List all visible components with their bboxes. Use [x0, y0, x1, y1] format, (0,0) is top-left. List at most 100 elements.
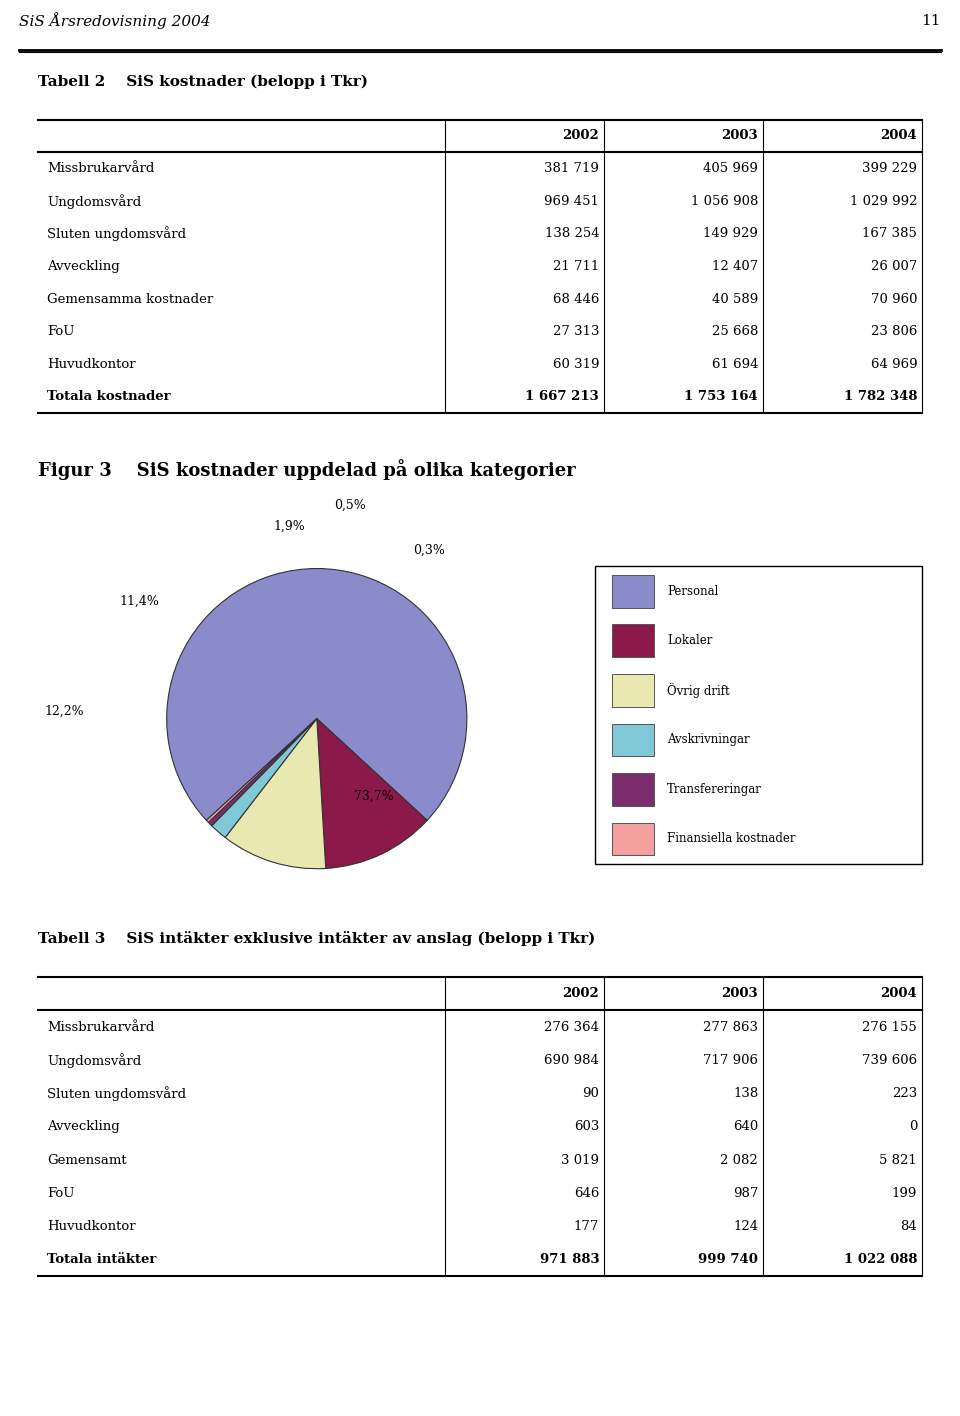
Text: 381 719: 381 719 [544, 161, 599, 176]
Text: 138 254: 138 254 [544, 228, 599, 241]
Text: 1 056 908: 1 056 908 [691, 194, 758, 208]
Text: 1 782 348: 1 782 348 [844, 391, 917, 404]
Text: 1 022 088: 1 022 088 [844, 1253, 917, 1266]
Text: 64 969: 64 969 [871, 358, 917, 371]
Text: 717 906: 717 906 [704, 1054, 758, 1066]
Text: 40 589: 40 589 [712, 293, 758, 306]
Text: Huvudkontor: Huvudkontor [47, 358, 136, 371]
Text: 12,2%: 12,2% [44, 705, 84, 718]
Text: 276 364: 276 364 [544, 1021, 599, 1034]
Bar [612, 823, 654, 855]
Text: 646: 646 [574, 1187, 599, 1199]
Text: 199: 199 [892, 1187, 917, 1199]
Bar [612, 674, 654, 707]
Text: 405 969: 405 969 [704, 161, 758, 176]
Text: 70 960: 70 960 [871, 293, 917, 306]
Text: 2004: 2004 [880, 987, 917, 1000]
Text: 2002: 2002 [563, 987, 599, 1000]
Text: Missbrukarvård: Missbrukarvård [47, 1021, 155, 1034]
Text: 68 446: 68 446 [553, 293, 599, 306]
Text: Totala kostnader: Totala kostnader [47, 391, 171, 404]
Text: 0: 0 [909, 1120, 917, 1133]
Wedge shape [208, 719, 317, 826]
Bar [612, 624, 654, 657]
Text: SiS Årsredovisning 2004: SiS Årsredovisning 2004 [19, 13, 211, 30]
Text: Gemensamt: Gemensamt [47, 1154, 127, 1167]
Text: 177: 177 [574, 1221, 599, 1233]
Text: 149 929: 149 929 [704, 228, 758, 241]
Text: 971 883: 971 883 [540, 1253, 599, 1266]
Text: Ungdomsvård: Ungdomsvård [47, 194, 141, 208]
Text: Totala intäkter: Totala intäkter [47, 1253, 156, 1266]
Text: 61 694: 61 694 [711, 358, 758, 371]
Text: 1 753 164: 1 753 164 [684, 391, 758, 404]
Text: 2004: 2004 [880, 129, 917, 143]
Wedge shape [317, 719, 427, 868]
Wedge shape [206, 719, 317, 823]
Text: FoU: FoU [47, 1187, 75, 1199]
Text: Personal: Personal [667, 585, 718, 598]
Wedge shape [167, 568, 467, 820]
Text: 1 667 213: 1 667 213 [525, 391, 599, 404]
Text: Avskrivningar: Avskrivningar [667, 733, 750, 746]
Text: Avveckling: Avveckling [47, 261, 120, 273]
Text: Gemensamma kostnader: Gemensamma kostnader [47, 293, 213, 306]
Text: Tabell 3    SiS intäkter exklusive intäkter av anslag (belopp i Tkr): Tabell 3 SiS intäkter exklusive intäkter… [38, 932, 596, 946]
Text: 2 082: 2 082 [720, 1154, 758, 1167]
Text: 90: 90 [583, 1087, 599, 1100]
Text: 12 407: 12 407 [712, 261, 758, 273]
Text: Figur 3    SiS kostnader uppdelad på olika kategorier: Figur 3 SiS kostnader uppdelad på olika … [38, 459, 576, 480]
Text: 2003: 2003 [722, 987, 758, 1000]
Text: 84: 84 [900, 1221, 917, 1233]
Text: 11,4%: 11,4% [119, 595, 159, 607]
Text: Lokaler: Lokaler [667, 634, 712, 647]
Text: 25 668: 25 668 [711, 326, 758, 338]
Bar [612, 724, 654, 756]
Text: 399 229: 399 229 [862, 161, 917, 176]
FancyBboxPatch shape [595, 566, 922, 864]
Text: 640: 640 [732, 1120, 758, 1133]
Text: 60 319: 60 319 [553, 358, 599, 371]
Text: 739 606: 739 606 [862, 1054, 917, 1066]
Text: 167 385: 167 385 [862, 228, 917, 241]
Text: Missbrukarvård: Missbrukarvård [47, 161, 155, 176]
Text: 0,5%: 0,5% [334, 498, 366, 513]
Text: Finansiella kostnader: Finansiella kostnader [667, 833, 796, 845]
Text: Tabell 2    SiS kostnader (belopp i Tkr): Tabell 2 SiS kostnader (belopp i Tkr) [38, 75, 369, 89]
Text: 987: 987 [732, 1187, 758, 1199]
Text: 138: 138 [732, 1087, 758, 1100]
Text: 23 806: 23 806 [871, 326, 917, 338]
Text: 21 711: 21 711 [553, 261, 599, 273]
Text: Övrig drift: Övrig drift [667, 683, 730, 698]
Text: Avveckling: Avveckling [47, 1120, 120, 1133]
Wedge shape [226, 719, 325, 868]
Text: Huvudkontor: Huvudkontor [47, 1221, 136, 1233]
Text: Sluten ungdomsvård: Sluten ungdomsvård [47, 227, 186, 241]
Text: 277 863: 277 863 [704, 1021, 758, 1034]
Text: 3 019: 3 019 [562, 1154, 599, 1167]
Text: 11: 11 [922, 14, 941, 28]
Bar [612, 575, 654, 607]
Text: 1,9%: 1,9% [274, 520, 305, 532]
Text: 2002: 2002 [563, 129, 599, 143]
Text: Transfereringar: Transfereringar [667, 783, 762, 796]
Text: 969 451: 969 451 [544, 194, 599, 208]
Wedge shape [211, 719, 317, 837]
Text: Ungdomsvård: Ungdomsvård [47, 1054, 141, 1068]
Text: 276 155: 276 155 [862, 1021, 917, 1034]
Text: 27 313: 27 313 [553, 326, 599, 338]
Text: 603: 603 [574, 1120, 599, 1133]
Text: Sluten ungdomsvård: Sluten ungdomsvård [47, 1086, 186, 1102]
Text: 124: 124 [733, 1221, 758, 1233]
Text: FoU: FoU [47, 326, 75, 338]
Text: 690 984: 690 984 [544, 1054, 599, 1066]
Text: 5 821: 5 821 [879, 1154, 917, 1167]
Text: 2003: 2003 [722, 129, 758, 143]
Text: 223: 223 [892, 1087, 917, 1100]
Bar [612, 773, 654, 806]
Text: 73,7%: 73,7% [354, 790, 394, 803]
Text: 26 007: 26 007 [871, 261, 917, 273]
Text: 999 740: 999 740 [698, 1253, 758, 1266]
Text: 0,3%: 0,3% [414, 544, 445, 556]
Text: 1 029 992: 1 029 992 [850, 194, 917, 208]
